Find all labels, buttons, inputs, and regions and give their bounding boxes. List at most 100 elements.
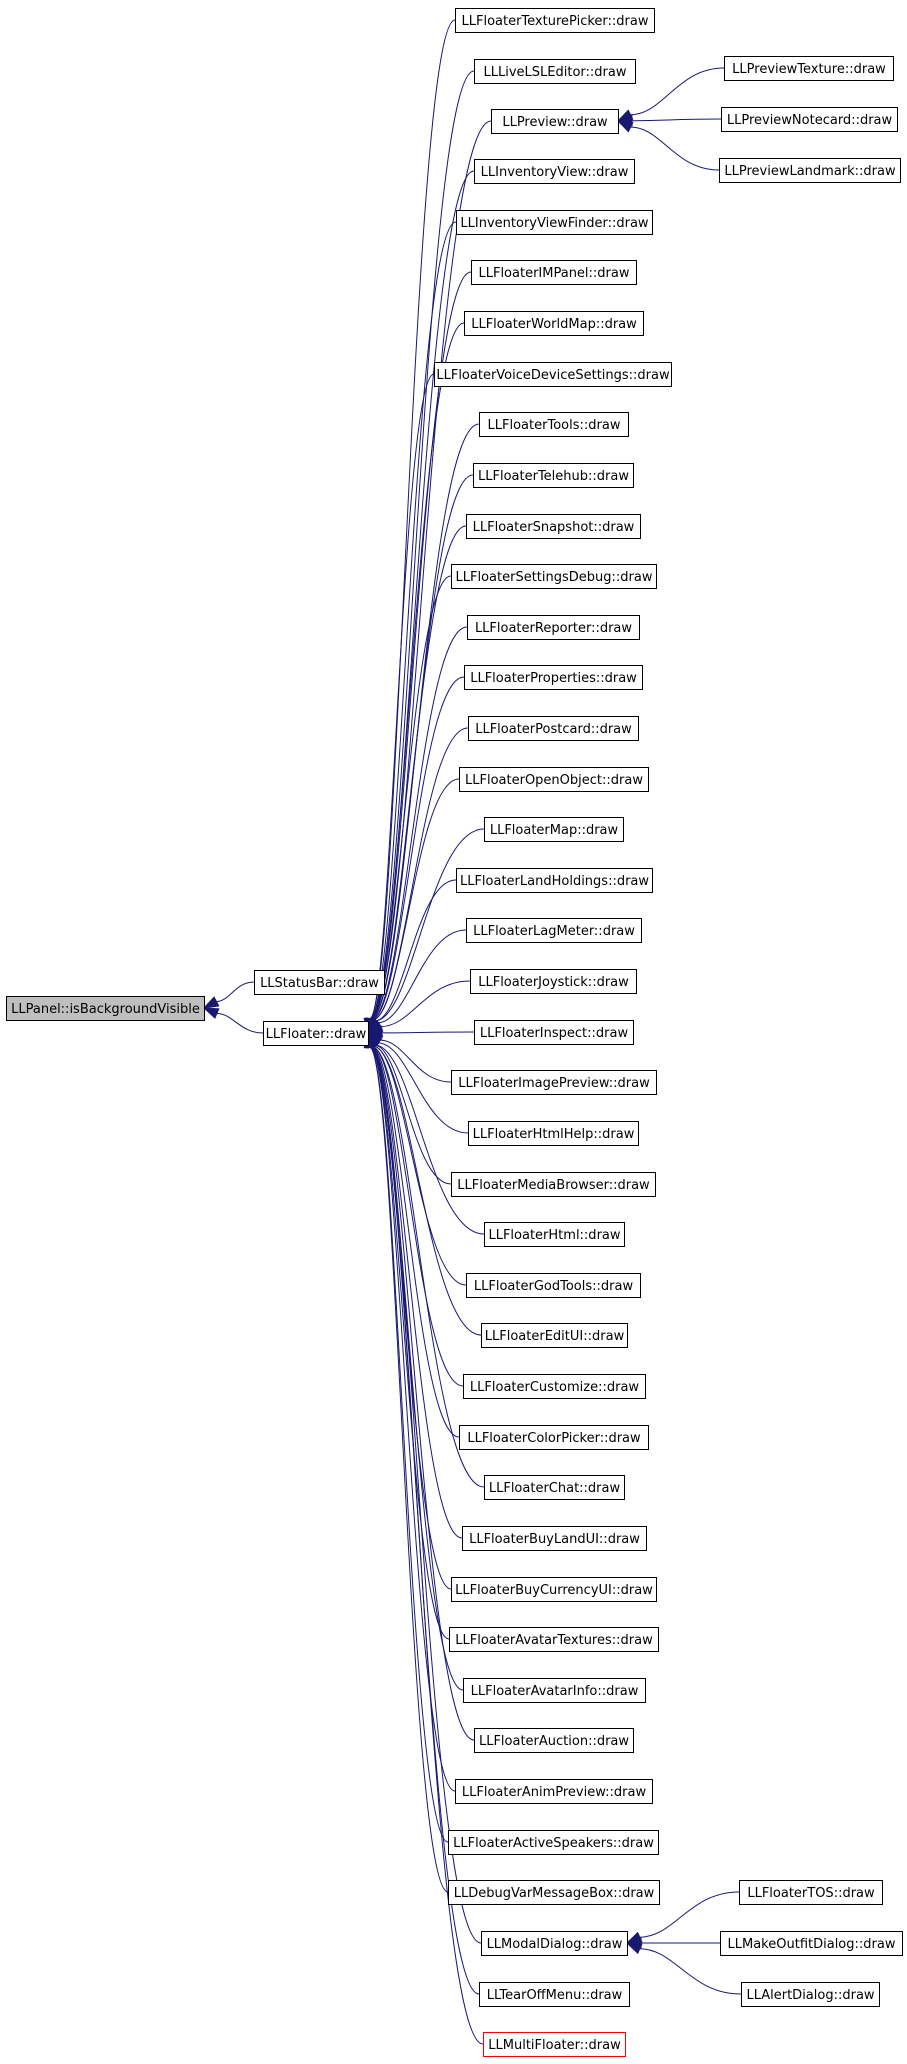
node-inventoryviewfinder[interactable]: LLInventoryViewFinder::draw bbox=[456, 210, 653, 235]
node-panel[interactable]: LLPanel::isBackgroundVisible bbox=[6, 996, 205, 1021]
node-label: LLFloaterTexturePicker::draw bbox=[462, 14, 649, 29]
node-box bbox=[484, 1222, 625, 1247]
node-box bbox=[464, 665, 643, 690]
node-reporter[interactable]: LLFloaterReporter::draw bbox=[467, 615, 640, 640]
node-auction[interactable]: LLFloaterAuction::draw bbox=[474, 1728, 634, 1753]
node-imagepreview[interactable]: LLFloaterImagePreview::draw bbox=[451, 1070, 657, 1095]
node-box bbox=[474, 1020, 634, 1045]
node-chat[interactable]: LLFloaterChat::draw bbox=[484, 1475, 625, 1500]
node-snapshot[interactable]: LLFloaterSnapshot::draw bbox=[466, 514, 641, 539]
node-box bbox=[6, 996, 205, 1021]
node-properties[interactable]: LLFloaterProperties::draw bbox=[464, 665, 643, 690]
node-box bbox=[464, 311, 644, 336]
edge-line bbox=[368, 19, 456, 1020]
node-modaldialog[interactable]: LLModalDialog::draw bbox=[481, 1931, 628, 1956]
edge-previewlandmark-to-preview bbox=[616, 120, 720, 171]
node-box bbox=[474, 59, 636, 84]
node-mediabrowser[interactable]: LLFloaterMediaBrowser::draw bbox=[451, 1172, 656, 1197]
node-box bbox=[466, 918, 642, 943]
node-box bbox=[466, 514, 641, 539]
edge-line bbox=[371, 676, 465, 1020]
node-buycurrencyui[interactable]: LLFloaterBuyCurrencyUI::draw bbox=[451, 1577, 657, 1602]
node-inventoryview[interactable]: LLInventoryView::draw bbox=[474, 159, 635, 184]
node-floater[interactable]: LLFloater::draw bbox=[263, 1021, 369, 1046]
node-label: LLModalDialog::draw bbox=[487, 1937, 623, 1952]
node-box bbox=[474, 159, 635, 184]
node-lagmeter[interactable]: LLFloaterLagMeter::draw bbox=[466, 918, 642, 943]
node-animpreview[interactable]: LLFloaterAnimPreview::draw bbox=[455, 1779, 653, 1804]
edge-line bbox=[369, 1046, 452, 1590]
node-map[interactable]: LLFloaterMap::draw bbox=[484, 817, 624, 842]
node-previewlandmark[interactable]: LLPreviewLandmark::draw bbox=[719, 158, 901, 183]
edge-line bbox=[369, 1046, 475, 1741]
edge-line bbox=[372, 727, 469, 1021]
node-htmlhelp[interactable]: LLFloaterHtmlHelp::draw bbox=[468, 1121, 639, 1146]
node-box bbox=[484, 1475, 625, 1500]
node-box bbox=[479, 1982, 630, 2007]
node-texturepicker[interactable]: LLFloaterTexturePicker::draw bbox=[455, 8, 655, 33]
node-box bbox=[455, 8, 655, 33]
node-alertdialog[interactable]: LLAlertDialog::draw bbox=[741, 1982, 880, 2007]
node-postcard[interactable]: LLFloaterPostcard::draw bbox=[468, 716, 639, 741]
node-activespeakers[interactable]: LLFloaterActiveSpeakers::draw bbox=[448, 1830, 659, 1855]
node-html[interactable]: LLFloaterHtml::draw bbox=[484, 1222, 625, 1247]
edge-settingsdebug-to-floater bbox=[364, 575, 452, 1035]
node-label: LLFloaterBuyLandUI::draw bbox=[469, 1532, 640, 1547]
edge-line bbox=[380, 1039, 452, 1083]
edge-line bbox=[370, 1046, 463, 1539]
edge-line bbox=[639, 1891, 740, 1938]
node-openobject[interactable]: LLFloaterOpenObject::draw bbox=[459, 767, 649, 792]
edge-line bbox=[372, 778, 460, 1021]
node-previewnotecard[interactable]: LLPreviewNotecard::draw bbox=[721, 107, 898, 132]
node-tearoff[interactable]: LLTearOffMenu::draw bbox=[479, 1982, 630, 2007]
node-preview[interactable]: LLPreview::draw bbox=[491, 109, 619, 134]
edge-line bbox=[371, 626, 468, 1020]
node-label: LLInventoryView::draw bbox=[481, 165, 629, 180]
node-livelsl[interactable]: LLLiveLSLEditor::draw bbox=[474, 59, 636, 84]
node-joystick[interactable]: LLFloaterJoystick::draw bbox=[470, 969, 637, 994]
node-floatertos[interactable]: LLFloaterTOS::draw bbox=[739, 1880, 883, 1905]
node-colorpicker[interactable]: LLFloaterColorPicker::draw bbox=[459, 1425, 649, 1450]
node-box bbox=[467, 615, 640, 640]
node-tools[interactable]: LLFloaterTools::draw bbox=[479, 412, 629, 437]
node-box bbox=[451, 1172, 656, 1197]
node-label: LLFloaterActiveSpeakers::draw bbox=[453, 1836, 654, 1851]
node-telehub[interactable]: LLFloaterTelehub::draw bbox=[473, 463, 634, 488]
node-makeoutfit[interactable]: LLMakeOutfitDialog::draw bbox=[720, 1931, 903, 1956]
node-landholdings[interactable]: LLFloaterLandHoldings::draw bbox=[456, 868, 653, 893]
node-voicedevice[interactable]: LLFloaterVoiceDeviceSettings::draw bbox=[434, 362, 672, 387]
node-impanel[interactable]: LLFloaterIMPanel::draw bbox=[471, 260, 637, 285]
node-worldmap[interactable]: LLFloaterWorldMap::draw bbox=[464, 311, 644, 336]
node-label: LLTearOffMenu::draw bbox=[487, 1988, 623, 2003]
node-multifloater[interactable]: LLMultiFloater::draw bbox=[483, 2032, 626, 2057]
node-buylandui[interactable]: LLFloaterBuyLandUI::draw bbox=[462, 1526, 647, 1551]
node-box bbox=[720, 1931, 903, 1956]
node-label: LLPreviewLandmark::draw bbox=[724, 164, 896, 179]
node-label: LLFloaterVoiceDeviceSettings::draw bbox=[436, 368, 670, 383]
node-label: LLFloaterTools::draw bbox=[488, 418, 621, 433]
edge-line bbox=[377, 1042, 469, 1134]
node-previewtexture[interactable]: LLPreviewTexture::draw bbox=[724, 56, 894, 81]
edge-line bbox=[370, 575, 452, 1020]
node-box bbox=[459, 1425, 649, 1450]
node-box bbox=[473, 463, 634, 488]
node-label: LLFloaterOpenObject::draw bbox=[465, 773, 643, 788]
node-godtools[interactable]: LLFloaterGodTools::draw bbox=[466, 1273, 641, 1298]
node-label: LLFloaterTOS::draw bbox=[747, 1886, 875, 1901]
node-box bbox=[448, 1830, 659, 1855]
node-box bbox=[451, 564, 657, 589]
node-label: LLFloaterGodTools::draw bbox=[474, 1279, 634, 1294]
node-debugvar[interactable]: LLDebugVarMessageBox::draw bbox=[448, 1880, 660, 1905]
node-inspect[interactable]: LLFloaterInspect::draw bbox=[474, 1020, 634, 1045]
node-settingsdebug[interactable]: LLFloaterSettingsDebug::draw bbox=[451, 564, 657, 589]
node-statusbar[interactable]: LLStatusBar::draw bbox=[254, 970, 385, 995]
node-label: LLFloaterAvatarTextures::draw bbox=[455, 1633, 653, 1648]
node-avatarinfo[interactable]: LLFloaterAvatarInfo::draw bbox=[463, 1678, 646, 1703]
node-editui[interactable]: LLFloaterEditUI::draw bbox=[481, 1323, 628, 1348]
node-box bbox=[448, 1880, 660, 1905]
node-avatartextures[interactable]: LLFloaterAvatarTextures::draw bbox=[449, 1627, 659, 1652]
node-box bbox=[491, 109, 619, 134]
node-customize[interactable]: LLFloaterCustomize::draw bbox=[463, 1374, 646, 1399]
node-label: LLFloaterAuction::draw bbox=[479, 1734, 629, 1749]
node-box bbox=[456, 868, 653, 893]
